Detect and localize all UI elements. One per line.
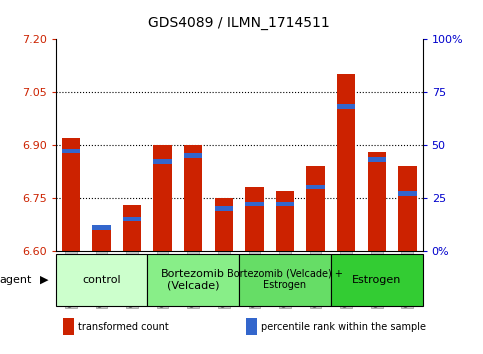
- Bar: [245, 187, 264, 251]
- Bar: [123, 205, 141, 251]
- Text: Estrogen: Estrogen: [352, 275, 401, 285]
- Text: GDS4089 / ILMN_1714511: GDS4089 / ILMN_1714511: [148, 16, 330, 30]
- Bar: [398, 191, 416, 196]
- Bar: [154, 145, 172, 251]
- Bar: [245, 202, 264, 206]
- Bar: [337, 74, 355, 251]
- Bar: [184, 145, 202, 251]
- Bar: [368, 157, 386, 162]
- Bar: [63, 318, 74, 335]
- Bar: [123, 217, 141, 221]
- Bar: [276, 191, 294, 251]
- Bar: [154, 159, 172, 164]
- Text: Bortezomib (Velcade) +
Estrogen: Bortezomib (Velcade) + Estrogen: [227, 269, 343, 290]
- Text: Bortezomib
(Velcade): Bortezomib (Velcade): [161, 269, 225, 290]
- Bar: [62, 138, 80, 251]
- Bar: [62, 149, 80, 153]
- Bar: [92, 229, 111, 251]
- Text: percentile rank within the sample: percentile rank within the sample: [261, 322, 426, 332]
- Text: control: control: [82, 275, 121, 285]
- Bar: [214, 198, 233, 251]
- Bar: [306, 185, 325, 189]
- Bar: [246, 318, 257, 335]
- Bar: [214, 206, 233, 211]
- Text: ▶: ▶: [40, 275, 48, 285]
- Text: agent: agent: [0, 275, 31, 285]
- FancyBboxPatch shape: [239, 253, 331, 306]
- Bar: [337, 104, 355, 109]
- Bar: [184, 153, 202, 158]
- Bar: [398, 166, 416, 251]
- Bar: [92, 225, 111, 230]
- FancyBboxPatch shape: [147, 253, 239, 306]
- FancyBboxPatch shape: [56, 253, 147, 306]
- Bar: [276, 202, 294, 206]
- Bar: [368, 152, 386, 251]
- Bar: [306, 166, 325, 251]
- Text: transformed count: transformed count: [78, 322, 168, 332]
- FancyBboxPatch shape: [331, 253, 423, 306]
